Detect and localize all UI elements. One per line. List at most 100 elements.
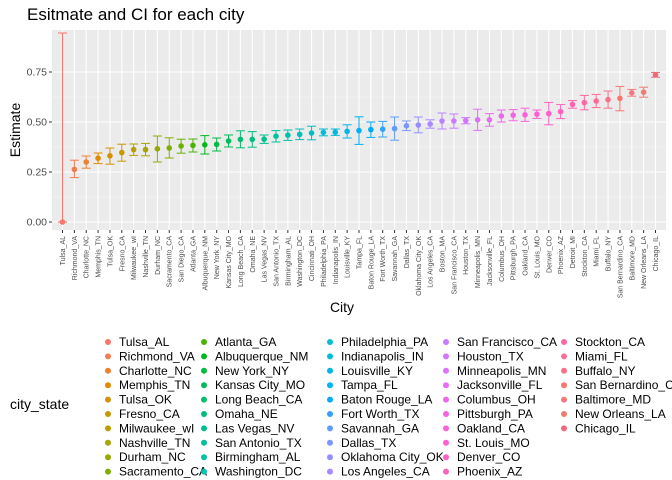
estimate-point xyxy=(427,121,433,127)
legend-swatch xyxy=(201,425,207,432)
estimate-point xyxy=(332,129,339,135)
estimate-point xyxy=(569,101,576,108)
legend-item: New Orleans_LA xyxy=(561,407,666,421)
legend-item: Memphis_TN xyxy=(105,378,190,392)
estimate-point xyxy=(439,118,445,124)
estimate-point xyxy=(368,126,374,133)
city-mark xyxy=(69,159,79,179)
city-mark xyxy=(271,130,281,143)
estimate-point xyxy=(557,108,564,115)
estimate-point xyxy=(652,72,659,78)
x-tick-label: Detroit_MI xyxy=(570,236,577,268)
legend-swatch xyxy=(327,468,333,475)
x-tick-label: Indianapolis_IN xyxy=(333,236,340,284)
estimate-point xyxy=(498,113,505,119)
estimate-point xyxy=(605,96,611,103)
legend-item: Oakland_CA xyxy=(443,421,525,435)
x-tick-label: Durham_NC xyxy=(155,236,162,275)
x-tick-label: Kansas City_MO xyxy=(226,235,233,288)
x-tick-label: San Diego_CA xyxy=(179,236,186,283)
legend-swatch xyxy=(201,439,207,446)
legend-label: Philadelphia_PA xyxy=(341,335,428,349)
legend-label: Albuquerque_NM xyxy=(215,349,308,363)
estimate-point xyxy=(237,136,244,143)
legend-swatch xyxy=(201,353,207,360)
estimate-point xyxy=(510,112,516,118)
legend-item: Washington_DC xyxy=(201,465,302,479)
legend-label: Oklahoma City_OK xyxy=(341,450,444,464)
city-mark xyxy=(366,121,376,138)
x-tick-label: Boston_MA xyxy=(440,236,447,273)
legend-label: Memphis_TN xyxy=(119,378,190,392)
x-tick-label: San Francisco_CA xyxy=(451,236,458,295)
x-tick-label: Stockton_CA xyxy=(582,236,589,277)
legend-label: Fort Worth_TX xyxy=(341,407,419,421)
legend-label: Miami_FL xyxy=(575,349,628,363)
city-mark xyxy=(461,117,471,125)
legend-item: Fort Worth_TX xyxy=(327,407,419,421)
legend-swatch xyxy=(327,339,333,345)
y-tick-label: 0.00 xyxy=(27,217,48,229)
legend-item: Baltimore_MD xyxy=(561,393,651,407)
legend-swatch xyxy=(327,396,333,403)
city-mark xyxy=(235,130,245,149)
legend-label: Chicago_IL xyxy=(575,421,636,435)
legend-item: Stockton_CA xyxy=(561,335,645,349)
estimate-point xyxy=(273,133,279,139)
city-mark xyxy=(105,147,115,165)
legend-label: Milwaukee_wI xyxy=(119,421,194,435)
city-mark xyxy=(567,100,577,109)
legend-swatch xyxy=(201,411,207,417)
x-tick-label: Pittsburgh_PA xyxy=(511,236,518,281)
legend-item: Jacksonville_FL xyxy=(443,378,543,392)
legend-label: San Bernardino_CA xyxy=(575,378,672,392)
city-mark xyxy=(200,135,210,155)
legend-swatch xyxy=(443,367,449,374)
legend-item: Richmond_VA xyxy=(105,349,195,363)
x-tick-label: Los Angeles_CA xyxy=(428,236,435,288)
x-tick-label: Fort Worth_TX xyxy=(380,236,387,282)
legend-label: San Francisco_CA xyxy=(457,335,557,349)
y-tick-label: 0.50 xyxy=(27,117,48,129)
legend-item: Dallas_TX xyxy=(327,436,396,450)
legend-label: Buffalo_NY xyxy=(575,364,636,378)
x-axis-label: City xyxy=(330,299,354,315)
x-tick-label: Houston_TX xyxy=(463,236,470,275)
estimate-point xyxy=(261,136,267,142)
legend-label: Charlotte_NC xyxy=(119,364,192,378)
estimate-point xyxy=(130,146,137,153)
x-tick-label: Jacksonville_FL xyxy=(487,236,494,286)
estimate-point xyxy=(296,131,303,138)
legend-label: Los Angeles_CA xyxy=(341,465,430,479)
legend-item: Durham_NC xyxy=(105,450,186,464)
legend-label: Savannah_GA xyxy=(341,421,419,435)
city-mark xyxy=(627,88,637,97)
legend-item: Oklahoma City_OK xyxy=(327,450,444,464)
estimate-point xyxy=(451,118,457,124)
legend-label: Oakland_CA xyxy=(457,421,525,435)
city-mark xyxy=(295,128,305,141)
legend-label: San Antonio_TX xyxy=(215,436,302,450)
city-mark xyxy=(591,93,601,109)
legend-item: Philadelphia_PA xyxy=(327,335,428,349)
legend-item: Miami_FL xyxy=(561,349,628,363)
legend-item: New York_NY xyxy=(201,364,289,378)
x-tick-label: New Orleans_LA xyxy=(641,236,648,289)
city-mark xyxy=(425,119,435,129)
city-mark xyxy=(164,137,174,159)
x-tick-label: Milwaukee_wI xyxy=(131,236,138,280)
x-tick-label: Charlotte_NC xyxy=(84,236,91,278)
legend-swatch xyxy=(105,382,111,389)
legend-label: Sacramento_CA xyxy=(119,465,207,479)
x-tick-label: Sacramento_CA xyxy=(167,236,174,288)
legend-item: Denver_CO xyxy=(443,450,520,464)
x-tick-label: Tulsa_AL xyxy=(60,236,67,265)
legend-swatch xyxy=(201,454,207,461)
legend-label: Atlanta_GA xyxy=(215,335,276,349)
legend-swatch xyxy=(105,353,111,360)
estimate-point xyxy=(344,128,350,135)
y-tick-label: 0.25 xyxy=(27,167,48,179)
legend-swatch xyxy=(327,411,333,417)
legend-label: Nashville_TN xyxy=(119,436,190,450)
legend-swatch xyxy=(443,339,449,345)
